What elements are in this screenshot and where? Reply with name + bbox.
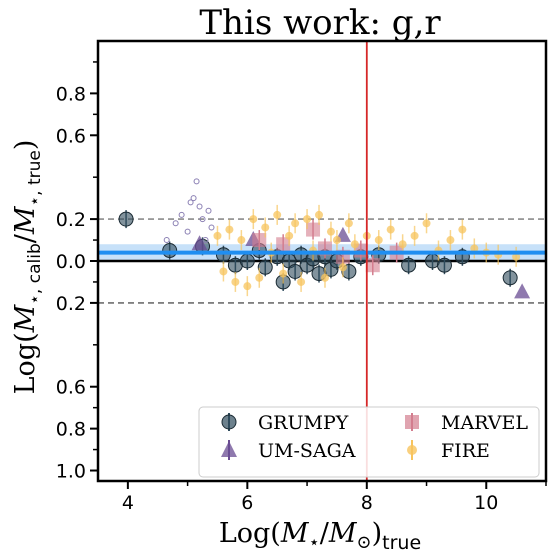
point-fire-33 <box>470 244 479 253</box>
y-tick-label-7: 1.0 <box>56 461 86 483</box>
point-marvel-1 <box>276 237 291 252</box>
y-tick-label-0: 0.8 <box>56 83 86 105</box>
point-fire-32 <box>458 225 467 234</box>
x-tick-label-1: 6 <box>241 492 253 514</box>
legend-label-marvel: MARVEL <box>441 412 528 434</box>
point-fire-25 <box>374 236 383 245</box>
point-unlabeled-4 <box>187 199 194 206</box>
point-grumpy-7 <box>257 259 273 275</box>
point-grumpy-3 <box>215 247 231 263</box>
point-grumpy-11 <box>287 263 303 279</box>
plot-area: 4 6 8 10 0.8 0.6 0.2 0.0 0.2 0.6 0.8 1.0 <box>56 39 548 514</box>
point-fire-8 <box>261 223 270 232</box>
x-tick-label-0: 4 <box>122 492 134 514</box>
point-marvel-0 <box>252 233 267 248</box>
point-fire-3 <box>231 277 240 286</box>
point-fire-23 <box>350 240 359 249</box>
point-unlabeled-7 <box>196 203 203 210</box>
point-fire-0 <box>213 231 222 240</box>
legend-item-marvel: MARVEL <box>405 412 528 434</box>
point-unlabeled-11 <box>208 224 215 231</box>
point-grumpy-26 <box>502 270 518 286</box>
x-tick-label-2: 8 <box>361 492 373 514</box>
point-fire-28 <box>410 231 419 240</box>
point-fire-20 <box>332 236 341 245</box>
point-fire-36 <box>512 252 521 261</box>
y-tick-label-2: 0.2 <box>56 209 86 231</box>
point-fire-13 <box>291 219 300 228</box>
point-fire-5 <box>243 282 252 291</box>
point-grumpy-24 <box>436 257 452 273</box>
point-um-saga-2 <box>191 235 208 251</box>
point-grumpy-22 <box>401 257 417 273</box>
chart-title: This work: g,r <box>199 3 441 43</box>
point-fire-15 <box>303 215 312 224</box>
legend-marker-um-saga <box>221 441 237 457</box>
y-tick-label-4: 0.2 <box>56 293 86 315</box>
point-fire-4 <box>237 236 246 245</box>
point-unlabeled-0 <box>163 237 170 244</box>
point-fire-18 <box>320 273 329 282</box>
point-fire-10 <box>273 210 282 219</box>
point-fire-17 <box>315 210 324 219</box>
point-fire-1 <box>219 267 228 276</box>
point-unlabeled-9 <box>202 237 209 244</box>
legend-item-grumpy: GRUMPY <box>221 412 349 434</box>
point-unlabeled-2 <box>178 211 185 218</box>
point-fire-11 <box>279 269 288 278</box>
point-fire-22 <box>344 219 353 228</box>
point-fire-14 <box>297 277 306 286</box>
y-tick-label-3: 0.0 <box>56 251 86 273</box>
point-unlabeled-5 <box>190 195 197 202</box>
legend-marker-fire <box>407 445 417 455</box>
point-fire-12 <box>285 231 294 240</box>
point-fire-27 <box>398 240 407 249</box>
legend-marker-grumpy <box>221 414 237 430</box>
y-tick-label-1: 0.6 <box>56 125 86 147</box>
legend: GRUMPY MARVEL UM-SAGA FIRE <box>198 406 540 478</box>
point-fire-2 <box>225 225 234 234</box>
legend-label-grumpy: GRUMPY <box>258 412 349 434</box>
point-unlabeled-8 <box>199 216 206 223</box>
legend-box <box>198 406 540 478</box>
point-um-saga-0 <box>514 283 531 299</box>
point-grumpy-1 <box>162 243 178 259</box>
point-fire-26 <box>386 225 395 234</box>
x-axis-label: Log(M⋆/M⊙)true <box>219 518 421 554</box>
point-fire-31 <box>446 236 455 245</box>
point-fire-7 <box>255 273 264 282</box>
point-unlabeled-3 <box>184 228 191 235</box>
legend-item-um-saga: UM-SAGA <box>221 440 356 462</box>
point-unlabeled-10 <box>205 207 212 214</box>
point-unlabeled-1 <box>172 220 179 227</box>
y-tick-label-6: 0.8 <box>56 419 86 441</box>
point-grumpy-5 <box>239 253 255 269</box>
point-grumpy-0 <box>118 211 134 227</box>
point-fire-21 <box>338 263 347 272</box>
legend-marker-marvel <box>405 415 419 429</box>
legend-label-um-saga: UM-SAGA <box>258 440 356 462</box>
point-marvel-6 <box>365 258 380 273</box>
point-marvel-2 <box>306 222 321 237</box>
point-fire-19 <box>326 227 335 236</box>
x-tick-label-3: 10 <box>474 492 498 514</box>
point-unlabeled-6 <box>193 178 200 185</box>
y-tick-label-5: 0.6 <box>56 377 86 399</box>
point-fire-6 <box>249 215 258 224</box>
legend-label-fire: FIRE <box>441 440 490 462</box>
y-axis-label: Log(M⋆, calib/M⋆, true) <box>10 140 45 395</box>
legend-item-fire: FIRE <box>407 440 490 462</box>
point-fire-29 <box>422 219 431 228</box>
